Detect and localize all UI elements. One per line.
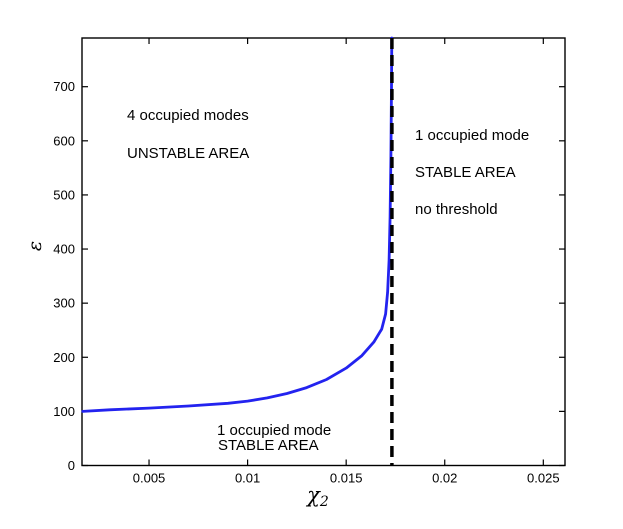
- plot-box: [81, 37, 566, 467]
- y-tick-label: 600: [53, 133, 75, 148]
- annotation-right-mode: 1 occupied mode: [415, 127, 530, 144]
- y-tick-label: 700: [53, 79, 75, 94]
- y-tick-label: 200: [53, 350, 75, 365]
- y-tick-label: 500: [53, 187, 75, 202]
- annotation-right-stable: STABLE AREA: [415, 164, 516, 181]
- annotation-right-no-threshold: no threshold: [415, 201, 498, 218]
- x-axis-label: χ2: [278, 483, 358, 510]
- y-tick-label: 100: [53, 404, 75, 419]
- x-tick-label: 0.01: [235, 471, 260, 486]
- threshold-curve: [81, 36, 394, 413]
- annotation-unstable-modes: 4 occupied modes: [127, 107, 249, 124]
- annotation-bottom-stable: STABLE AREA: [218, 437, 319, 454]
- x-tick-label: 0.005: [133, 471, 166, 486]
- y-axis-label: ε: [24, 240, 46, 252]
- annotation-bottom-mode: 1 occupied mode: [217, 422, 332, 439]
- y-tick-label: 300: [53, 296, 75, 311]
- y-tick-label: 400: [53, 242, 75, 257]
- x-tick-label: 0.015: [330, 471, 363, 486]
- y-tick-label: 0: [68, 458, 75, 473]
- x-tick-label: 0.025: [527, 471, 560, 486]
- x-axis-label-chi: χ: [307, 483, 320, 507]
- annotation-unstable-area: UNSTABLE AREA: [127, 145, 250, 162]
- x-axis-label-subscript: 2: [319, 494, 329, 510]
- x-tick-label: 0.02: [432, 471, 457, 486]
